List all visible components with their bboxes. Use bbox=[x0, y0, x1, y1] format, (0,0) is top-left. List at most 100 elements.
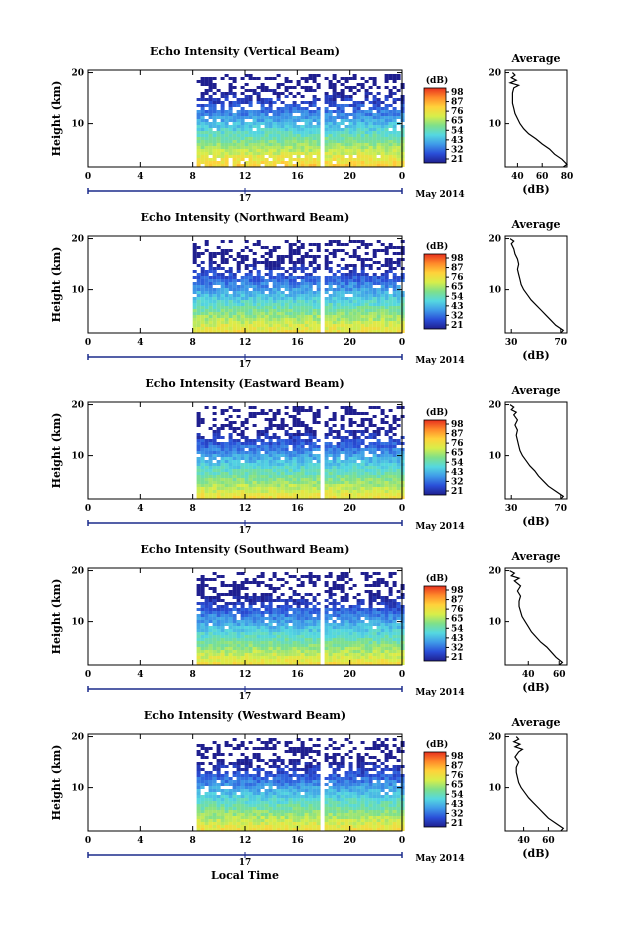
heatmap-cell bbox=[380, 324, 385, 327]
heatmap-cell bbox=[196, 475, 201, 478]
heatmap-cell bbox=[312, 158, 317, 161]
heatmap-cell bbox=[356, 614, 361, 617]
heatmap-cell bbox=[196, 662, 201, 665]
heatmap-cell bbox=[348, 412, 353, 415]
heatmap-cell bbox=[392, 442, 397, 445]
heatmap-cell bbox=[348, 137, 353, 140]
heatmap-cell bbox=[252, 306, 257, 309]
heatmap-cell bbox=[364, 294, 369, 297]
heatmap-cell bbox=[232, 409, 237, 412]
heatmap-cell bbox=[304, 653, 309, 656]
heatmap-cell bbox=[200, 445, 205, 448]
heatmap-cell bbox=[316, 137, 321, 140]
heatmap-cell bbox=[204, 155, 209, 158]
heatmap-cell bbox=[268, 451, 273, 454]
heatmap-cell bbox=[292, 448, 297, 451]
heatmap-cell bbox=[268, 330, 273, 333]
heatmap-cell bbox=[324, 312, 329, 315]
heatmap-cell bbox=[392, 330, 397, 333]
heatmap-cell bbox=[276, 119, 281, 122]
heatmap-cell bbox=[372, 294, 377, 297]
panel-title: Echo Intensity (Northward Beam) bbox=[141, 211, 350, 224]
heatmap-cell bbox=[296, 164, 301, 167]
heatmap-cell bbox=[264, 143, 269, 146]
heatmap-cell bbox=[364, 436, 369, 439]
heatmap-cell bbox=[256, 146, 261, 149]
heatmap-cell bbox=[328, 418, 333, 421]
heatmap-cell bbox=[268, 490, 273, 493]
heatmap-cell bbox=[288, 638, 293, 641]
heatmap-cell bbox=[236, 125, 241, 128]
heatmap-cell bbox=[272, 599, 277, 602]
heatmap-cell bbox=[368, 155, 373, 158]
heatmap-cell bbox=[224, 113, 229, 116]
heatmap-cell bbox=[228, 490, 233, 493]
heatmap-cell bbox=[244, 454, 249, 457]
heatmap-cell bbox=[332, 412, 337, 415]
heatmap-cell bbox=[252, 478, 257, 481]
heatmap-cell bbox=[344, 80, 349, 83]
heatmap-cell bbox=[280, 276, 285, 279]
heatmap-cell bbox=[264, 98, 269, 101]
heatmap-cell bbox=[244, 110, 249, 113]
heatmap-cell bbox=[268, 291, 273, 294]
heatmap-cell bbox=[376, 466, 381, 469]
heatmap-cell bbox=[344, 481, 349, 484]
heatmap-cell bbox=[284, 149, 289, 152]
heatmap-cell bbox=[280, 469, 285, 472]
heatmap-cell bbox=[288, 451, 293, 454]
heatmap-cell bbox=[308, 653, 313, 656]
heatmap-cell bbox=[244, 330, 249, 333]
heatmap-cell bbox=[244, 493, 249, 496]
heatmap-cell bbox=[244, 599, 249, 602]
heatmap-cell bbox=[256, 644, 261, 647]
heatmap-cell bbox=[400, 273, 405, 276]
heatmap-cell bbox=[352, 264, 357, 267]
heatmap-cell bbox=[204, 454, 209, 457]
heatmap-cell bbox=[272, 454, 277, 457]
heatmap-cell bbox=[260, 119, 265, 122]
heatmap-cell bbox=[288, 427, 293, 430]
heatmap-cell bbox=[296, 291, 301, 294]
heatmap-cell bbox=[196, 629, 201, 632]
heatmap-cell bbox=[260, 620, 265, 623]
heatmap-cell bbox=[344, 617, 349, 620]
heatmap-cell bbox=[280, 137, 285, 140]
heatmap-cell bbox=[296, 439, 301, 442]
colorbar-tick-label: 76 bbox=[451, 107, 464, 117]
heatmap-cell bbox=[380, 321, 385, 324]
heatmap-cell bbox=[288, 161, 293, 164]
heatmap-cell bbox=[372, 303, 377, 306]
heatmap-cell bbox=[248, 330, 253, 333]
heatmap-cell bbox=[392, 155, 397, 158]
heatmap-cell bbox=[336, 161, 341, 164]
heatmap-cell bbox=[236, 587, 241, 590]
heatmap-cell bbox=[376, 279, 381, 282]
heatmap-cell bbox=[228, 297, 233, 300]
heatmap-cell bbox=[348, 273, 353, 276]
heatmap-cell bbox=[240, 285, 245, 288]
heatmap-cell bbox=[296, 276, 301, 279]
heatmap-cell bbox=[200, 315, 205, 318]
heatmap-cell bbox=[348, 95, 353, 98]
heatmap-cell bbox=[272, 152, 277, 155]
heatmap-cell bbox=[236, 291, 241, 294]
heatmap-cell bbox=[240, 484, 245, 487]
heatmap-cell bbox=[272, 110, 277, 113]
heatmap-cell bbox=[388, 77, 393, 80]
heatmap-cell bbox=[304, 409, 309, 412]
heatmap-cell bbox=[308, 74, 313, 77]
heatmap-cell bbox=[204, 662, 209, 665]
average-x-tick-label: 40 bbox=[511, 172, 524, 182]
heatmap-cell bbox=[308, 656, 313, 659]
heatmap-cell bbox=[356, 641, 361, 644]
heatmap-cell bbox=[228, 448, 233, 451]
heatmap-cell bbox=[352, 315, 357, 318]
heatmap-cell bbox=[272, 164, 277, 167]
heatmap-cell bbox=[264, 110, 269, 113]
heatmap-cell bbox=[368, 611, 373, 614]
heatmap-cell bbox=[212, 152, 217, 155]
heatmap-cell bbox=[316, 593, 321, 596]
heatmap-cell bbox=[372, 273, 377, 276]
heatmap-cell bbox=[296, 629, 301, 632]
